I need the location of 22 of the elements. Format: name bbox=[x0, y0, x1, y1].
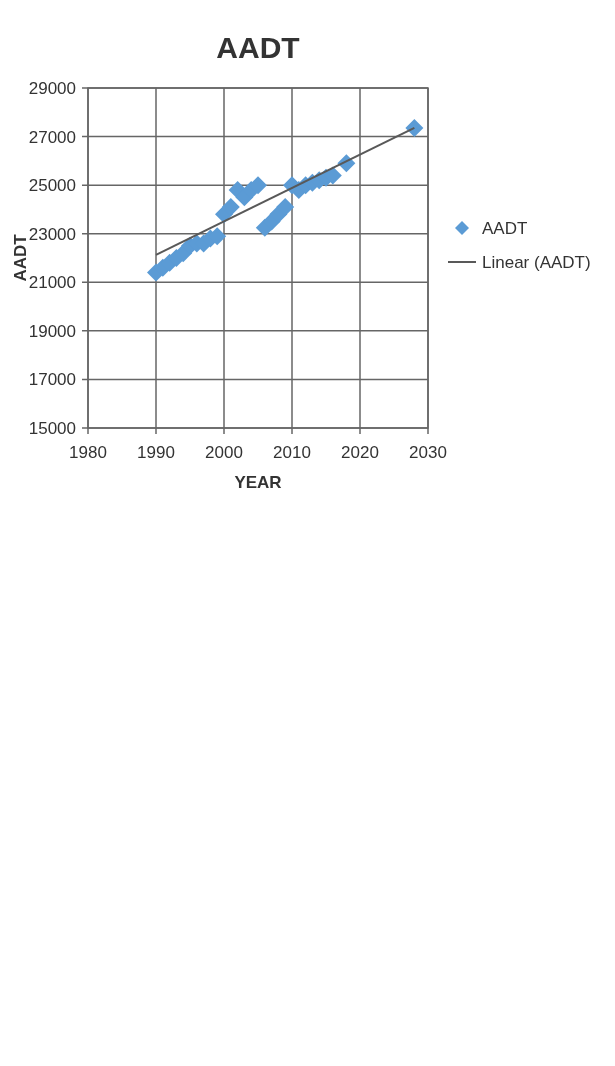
y-tick-label: 17000 bbox=[28, 370, 76, 390]
y-tick-label: 19000 bbox=[28, 321, 76, 341]
chart-title: AADT bbox=[216, 31, 300, 64]
y-axis-title: AADT bbox=[11, 233, 30, 282]
x-tick-label: 2000 bbox=[205, 443, 243, 462]
point bbox=[405, 119, 424, 138]
x-tick-label: 2010 bbox=[273, 443, 311, 462]
point bbox=[221, 198, 240, 216]
y-tick-label: 25000 bbox=[28, 176, 76, 196]
x-axis-title: YEAR bbox=[234, 473, 282, 492]
x-tick-label: 2020 bbox=[341, 443, 379, 462]
x-tick-label: 1980 bbox=[69, 443, 107, 462]
legend-label: Linear (AADT) bbox=[482, 253, 591, 272]
point bbox=[276, 198, 295, 216]
y-tick-label: 27000 bbox=[28, 127, 76, 147]
y-tick-label: 21000 bbox=[28, 273, 76, 293]
x-tick-label: 1990 bbox=[137, 443, 175, 462]
y-tick-label: 23000 bbox=[28, 224, 76, 244]
x-tick-label: 2030 bbox=[409, 443, 447, 462]
legend-label: AADT bbox=[482, 219, 528, 238]
y-tick-label: 15000 bbox=[28, 419, 76, 438]
y-tick-label: 29000 bbox=[28, 79, 76, 98]
